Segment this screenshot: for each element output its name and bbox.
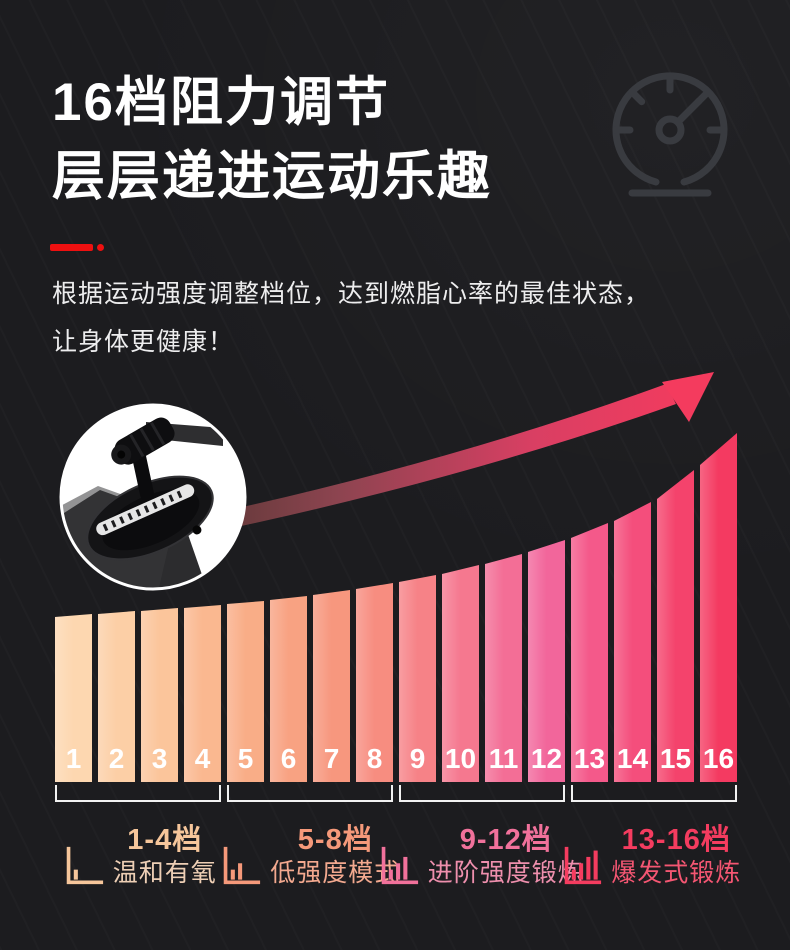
group-brackets — [55, 785, 737, 802]
red-accent-dot — [97, 244, 104, 251]
gear-shifter-photo — [59, 403, 247, 591]
resistance-bar: 1 — [55, 614, 92, 782]
resistance-bar: 5 — [227, 601, 264, 782]
legend-text: 13-16档爆发式锻炼 — [611, 824, 741, 889]
bar-label: 4 — [194, 743, 211, 774]
legend-text: 5-8档低强度模式 — [270, 824, 400, 889]
legend-range: 13-16档 — [621, 824, 731, 856]
legend-group-3: 9-12档进阶强度锻炼 — [381, 824, 583, 889]
resistance-bar: 12 — [528, 540, 565, 782]
resistance-bar: 3 — [141, 608, 178, 782]
resistance-bar-chart: 1 2 3 4 5 6 7 8 9 10 11 12 13 14 15 16 — [55, 433, 737, 782]
resistance-bar: 16 — [700, 433, 737, 782]
bar-label: 14 — [616, 743, 649, 774]
legend-label: 温和有氧 — [112, 859, 217, 887]
resistance-bar: 14 — [614, 502, 651, 782]
description-line-1: 根据运动强度调整档位，达到燃脂心率的最佳状态， — [52, 280, 651, 308]
bar-label: 9 — [409, 743, 426, 774]
resistance-bar: 4 — [184, 605, 221, 782]
mini-bar-chart-icon — [66, 846, 103, 885]
bar-label: 11 — [488, 743, 519, 774]
resistance-bar: 6 — [270, 596, 307, 782]
intensity-legend: 1-4档温和有氧 5-8档低强度模式 9-12档进阶强度锻炼 13-16档爆发式锻炼 — [55, 824, 741, 889]
description: 根据运动强度调整档位，达到燃脂心率的最佳状态， 让身体更健康！ — [52, 270, 650, 366]
bar-label: 1 — [65, 743, 82, 774]
legend-range: 1-4档 — [127, 824, 203, 856]
bracket — [227, 785, 393, 802]
bracket — [571, 785, 737, 802]
legend-range: 9-12档 — [459, 824, 552, 856]
mini-bar-chart-icon — [223, 846, 261, 885]
legend-text: 9-12档进阶强度锻炼 — [428, 824, 584, 889]
description-line-2: 让身体更健康！ — [52, 328, 235, 356]
legend-group-2: 5-8档低强度模式 — [223, 824, 400, 889]
title-line-2: 层层递进运动乐趣 — [52, 147, 492, 206]
bar-label: 10 — [444, 743, 477, 774]
resistance-bar: 9 — [399, 575, 436, 782]
bar-label: 15 — [659, 743, 692, 774]
resistance-bar: 11 — [485, 554, 522, 782]
bar-label: 7 — [323, 743, 340, 774]
bar-label: 2 — [108, 743, 125, 774]
red-accent-line — [50, 244, 93, 251]
bar-label: 16 — [702, 743, 735, 774]
mini-bar-chart-icon — [564, 846, 602, 885]
speedometer-icon — [612, 72, 728, 197]
legend-group-4: 13-16档爆发式锻炼 — [564, 824, 741, 889]
resistance-bar: 13 — [571, 523, 608, 782]
bar-label: 3 — [151, 743, 168, 774]
legend-range: 5-8档 — [297, 824, 373, 856]
legend-text: 1-4档温和有氧 — [113, 824, 217, 889]
legend-label: 低强度模式 — [270, 859, 401, 887]
resistance-bar: 7 — [313, 590, 350, 782]
legend-group-1: 1-4档温和有氧 — [55, 824, 226, 889]
bracket — [55, 785, 221, 802]
mini-bar-chart-icon — [381, 846, 418, 885]
resistance-bar: 15 — [657, 470, 694, 782]
bar-label: 6 — [280, 743, 297, 774]
bracket — [399, 785, 565, 802]
bar-label: 5 — [237, 743, 254, 774]
title-line-1: 16档阻力调节 — [52, 73, 390, 132]
resistance-bar: 8 — [356, 583, 393, 782]
resistance-bar: 2 — [98, 611, 135, 782]
bar-label: 12 — [530, 743, 563, 774]
page-title: 16档阻力调节 层层递进运动乐趣 — [52, 66, 492, 214]
bar-label: 13 — [573, 743, 606, 774]
bar-label: 8 — [366, 743, 383, 774]
resistance-bar: 10 — [442, 565, 479, 782]
legend-label: 进阶强度锻炼 — [427, 859, 584, 887]
legend-label: 爆发式锻炼 — [611, 859, 742, 887]
